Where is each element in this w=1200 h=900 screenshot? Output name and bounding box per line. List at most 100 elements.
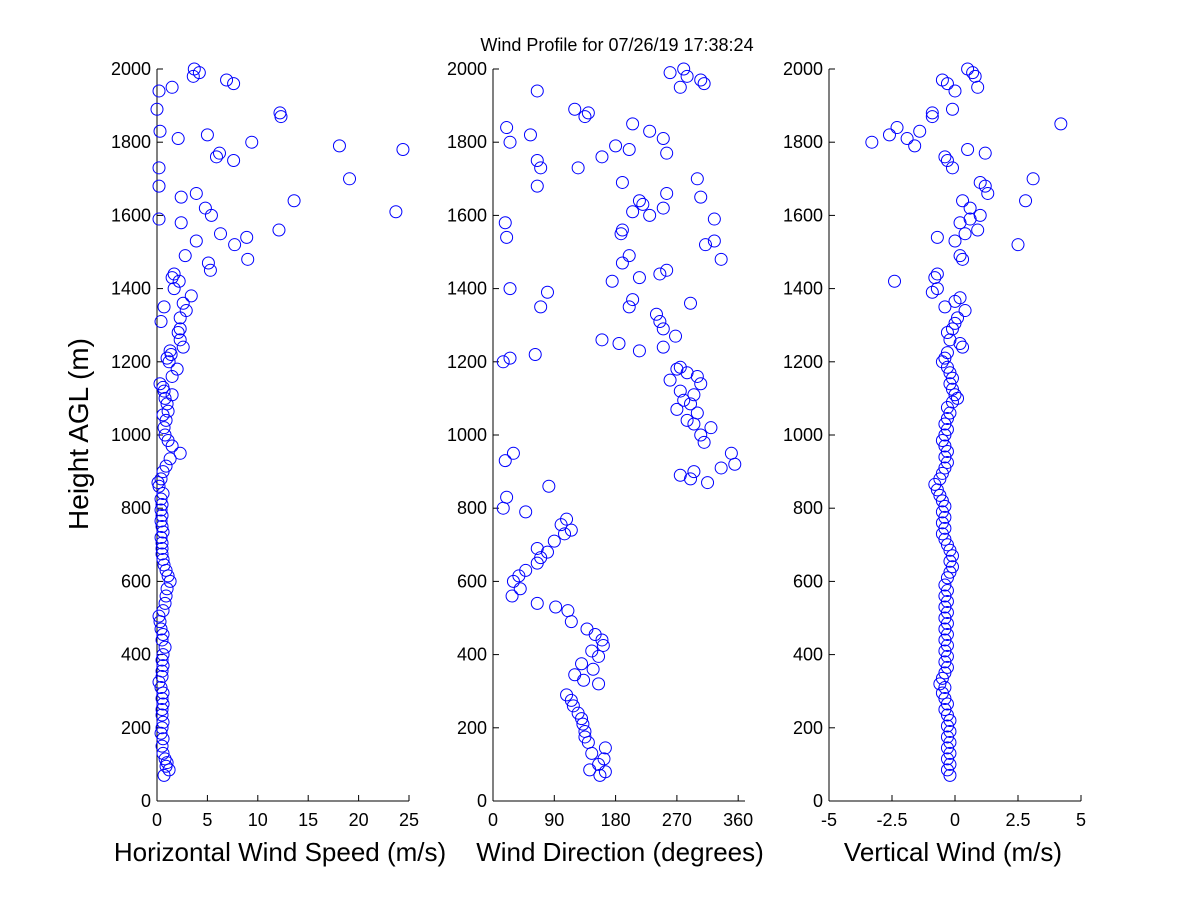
data-point	[694, 377, 708, 391]
data-point	[155, 670, 169, 684]
data-point	[179, 304, 193, 318]
data-point	[973, 208, 987, 222]
data-point	[935, 527, 949, 541]
data-point	[156, 627, 170, 641]
data-point	[913, 124, 927, 138]
data-point	[940, 606, 954, 620]
data-point	[496, 355, 510, 369]
y-tick-label: 1400	[111, 279, 151, 299]
data-point	[973, 175, 987, 189]
data-point	[971, 80, 985, 94]
data-point	[158, 428, 172, 442]
data-point	[528, 347, 542, 361]
data-point	[154, 472, 168, 486]
y-axis-label: Height AGL (m)	[63, 338, 94, 530]
data-point	[943, 543, 957, 557]
data-point	[948, 316, 962, 330]
data-point	[156, 604, 170, 618]
y-tick-label: 400	[457, 645, 487, 665]
data-point	[155, 739, 169, 753]
data-point	[173, 446, 187, 460]
data-point	[938, 461, 952, 475]
data-point	[220, 73, 234, 87]
data-point	[963, 212, 977, 226]
data-point	[158, 596, 172, 610]
data-point	[155, 721, 169, 735]
data-point	[154, 503, 168, 517]
data-point	[163, 452, 177, 466]
data-point	[943, 724, 957, 738]
data-point	[189, 234, 203, 248]
data-point	[154, 514, 168, 528]
data-point	[656, 340, 670, 354]
data-point	[585, 644, 599, 658]
data-point	[632, 344, 646, 358]
data-point	[171, 132, 185, 146]
data-point	[155, 708, 169, 722]
data-point	[160, 582, 174, 596]
data-point	[626, 117, 640, 131]
data-point	[534, 300, 548, 314]
data-point	[160, 351, 174, 365]
data-point	[643, 124, 657, 138]
data-point	[940, 571, 954, 585]
data-point	[945, 549, 959, 563]
data-point	[519, 505, 533, 519]
y-tick-label: 1800	[447, 132, 487, 152]
data-point	[938, 666, 952, 680]
data-point	[200, 128, 214, 142]
data-point	[178, 249, 192, 263]
data-point	[542, 479, 556, 493]
data-point	[938, 622, 952, 636]
data-point	[656, 201, 670, 215]
data-point	[609, 139, 623, 153]
data-point	[156, 746, 170, 760]
y-tick-label: 1200	[111, 352, 151, 372]
data-point	[578, 110, 592, 124]
x-axis-label: Horizontal Wind Speed (m/s)	[114, 837, 446, 867]
data-point	[938, 532, 952, 546]
data-point	[597, 752, 611, 766]
data-point	[940, 660, 954, 674]
data-point	[622, 300, 636, 314]
data-point	[943, 746, 957, 760]
data-point	[704, 421, 718, 435]
data-point	[578, 724, 592, 738]
y-tick-label: 0	[813, 791, 823, 811]
data-point	[660, 186, 674, 200]
data-point	[925, 110, 939, 124]
data-point	[156, 697, 170, 711]
data-point	[530, 541, 544, 555]
data-point	[958, 304, 972, 318]
y-tick-label: 200	[121, 718, 151, 738]
data-point	[687, 388, 701, 402]
data-point	[571, 706, 585, 720]
data-point	[173, 322, 187, 336]
data-point	[935, 494, 949, 508]
data-point	[943, 735, 957, 749]
data-point	[728, 457, 742, 471]
x-tick-label: 270	[662, 810, 692, 830]
data-point	[938, 351, 952, 365]
x-tick-label: 360	[723, 810, 753, 830]
y-tick-label: 600	[457, 571, 487, 591]
data-point	[694, 428, 708, 442]
data-point	[152, 84, 166, 98]
x-axis-label: Vertical Wind (m/s)	[844, 837, 1062, 867]
data-point	[940, 752, 954, 766]
data-point	[935, 686, 949, 700]
data-point	[156, 380, 170, 394]
data-point	[938, 150, 952, 164]
y-tick-label: 200	[793, 718, 823, 738]
data-point	[273, 106, 287, 120]
data-point	[961, 143, 975, 157]
chart-panel-2: 0 200 400 600 800 1000 1200 1400 1600 1800 2000 0 90…	[447, 59, 764, 867]
data-point	[940, 616, 954, 630]
data-point	[978, 146, 992, 160]
data-point	[203, 263, 217, 277]
data-point	[935, 671, 949, 685]
data-point	[198, 201, 212, 215]
data-point	[155, 547, 169, 561]
data-point	[240, 230, 254, 244]
